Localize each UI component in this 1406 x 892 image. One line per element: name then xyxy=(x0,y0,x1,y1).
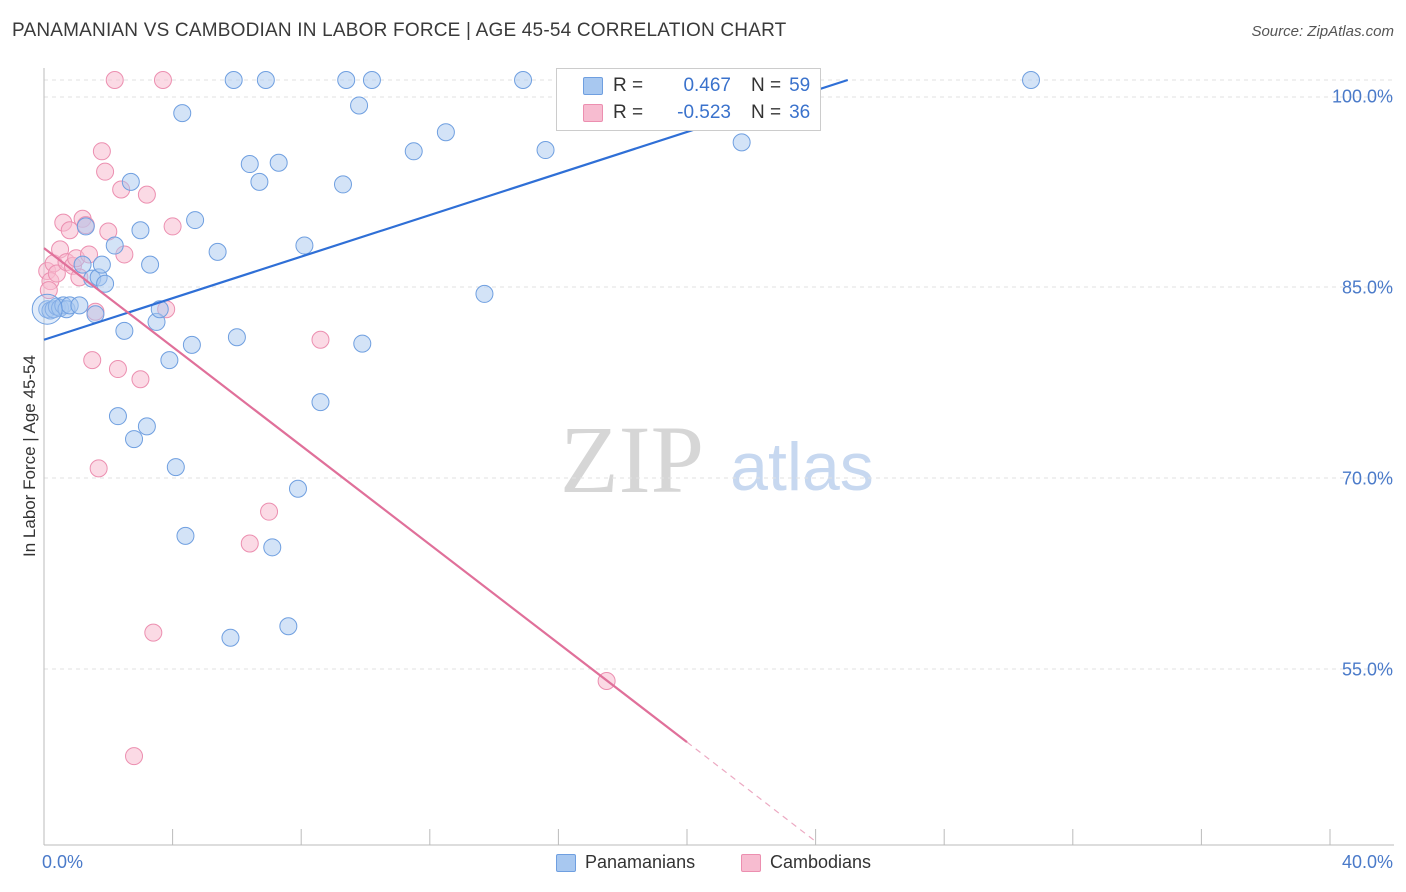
legend-swatch-blue xyxy=(556,853,576,872)
y-tick-label: 100.0% xyxy=(1331,86,1393,107)
panamanian-point xyxy=(176,526,195,545)
panamanian-point xyxy=(96,274,115,293)
watermark-zip: ZIP xyxy=(560,406,704,513)
panamanian-point xyxy=(208,242,227,261)
cambodian-point xyxy=(260,502,279,521)
panamanian-point xyxy=(514,71,533,89)
cambodian-point xyxy=(47,264,66,283)
panamanian-point xyxy=(240,155,259,174)
cambodian-point xyxy=(125,747,144,766)
cambodian-point xyxy=(311,330,330,349)
cambodian-point xyxy=(240,534,259,553)
panamanian-point xyxy=(250,172,269,191)
panamanian-point xyxy=(224,71,243,89)
panamanian-point xyxy=(311,393,330,412)
watermark-atlas: atlas xyxy=(730,429,874,505)
panamanian-point xyxy=(353,334,372,353)
panamanian-point xyxy=(732,133,751,152)
cambodian-point xyxy=(153,71,172,89)
cambodian-point xyxy=(163,217,182,236)
cambodian-point xyxy=(83,351,102,370)
cambodian-point xyxy=(131,370,150,389)
panamanian-point xyxy=(337,71,356,89)
correlation-legend: R = 0.467 N = 59 R = -0.523 N = 36 xyxy=(556,68,821,131)
panamanian-point xyxy=(288,479,307,498)
source-label: Source: ZipAtlas.com xyxy=(1251,23,1394,40)
legend-swatch-pink xyxy=(741,853,761,872)
cambodian-point xyxy=(92,142,111,161)
legend-swatch-pink xyxy=(583,104,603,122)
legend-row-panamanians: R = 0.467 N = 59 xyxy=(557,73,810,99)
panamanian-point xyxy=(221,628,240,647)
panamanian-point xyxy=(333,175,352,194)
panamanian-point xyxy=(131,221,150,240)
panamanian-point xyxy=(256,71,275,89)
panamanian-point xyxy=(1022,71,1041,89)
cambodian-point xyxy=(89,459,108,478)
panamanian-point xyxy=(150,300,169,319)
cambodian-point xyxy=(96,162,115,181)
panamanian-point xyxy=(436,123,455,142)
panamanian-point xyxy=(475,284,494,303)
panamanian-point xyxy=(404,142,423,161)
y-tick-label: 70.0% xyxy=(1341,468,1393,489)
legend-r-label: R = xyxy=(613,75,644,96)
panamanian-point xyxy=(182,335,201,354)
legend-label-cambodians: Cambodians xyxy=(770,852,872,872)
panamanian-point xyxy=(362,71,381,89)
bottom-legend-panamanians: Panamanians xyxy=(556,852,695,873)
panamanian-cluster-point xyxy=(31,293,63,325)
panamanian-point xyxy=(108,407,127,426)
cambodian-trend-extension xyxy=(686,741,816,842)
panamanian-point xyxy=(295,236,314,255)
panamanian-point xyxy=(70,296,89,315)
panamanian-point xyxy=(125,430,144,449)
panamanian-point xyxy=(121,172,140,191)
bottom-legend-cambodians: Cambodians xyxy=(741,852,871,873)
legend-row-cambodians: R = -0.523 N = 36 xyxy=(557,100,810,126)
legend-n-label: N = xyxy=(751,102,782,123)
cambodian-point xyxy=(105,71,124,89)
panamanian-point xyxy=(263,538,282,557)
y-tick-label: 55.0% xyxy=(1341,659,1393,680)
legend-n-value: 36 xyxy=(789,102,811,123)
x-tick-label-min: 0.0% xyxy=(42,852,84,872)
legend-r-value: 0.467 xyxy=(683,75,731,96)
panamanian-point xyxy=(279,617,298,636)
panamanian-point xyxy=(227,328,246,347)
cambodian-point xyxy=(144,623,163,642)
panamanian-point xyxy=(92,255,111,274)
cambodian-point xyxy=(108,360,127,379)
panamanian-point xyxy=(350,96,369,115)
cambodian-point xyxy=(137,185,156,204)
panamanian-point xyxy=(160,351,179,370)
legend-r-value: -0.523 xyxy=(677,102,731,123)
panamanian-point xyxy=(269,153,288,172)
panamanian-point xyxy=(186,211,205,230)
panamanian-point xyxy=(105,236,124,255)
legend-n-value: 59 xyxy=(789,75,811,96)
x-tick-label-max: 40.0% xyxy=(1341,852,1393,872)
panamanian-point xyxy=(73,255,92,274)
panamanian-point xyxy=(166,458,185,477)
panamanian-point xyxy=(141,255,160,274)
legend-r-label: R = xyxy=(613,102,644,123)
legend-n-label: N = xyxy=(751,75,782,96)
panamanian-point xyxy=(536,141,555,160)
legend-swatch-blue xyxy=(583,77,603,95)
legend-label-panamanians: Panamanians xyxy=(585,852,696,872)
cambodian-trend-line xyxy=(43,247,688,744)
panamanian-point xyxy=(137,417,156,436)
panamanian-point xyxy=(76,217,95,236)
chart-title: PANAMANIAN VS CAMBODIAN IN LABOR FORCE |… xyxy=(12,20,787,41)
y-tick-label: 85.0% xyxy=(1341,277,1393,298)
panamanian-point xyxy=(173,104,192,123)
panamanian-point xyxy=(115,321,134,340)
